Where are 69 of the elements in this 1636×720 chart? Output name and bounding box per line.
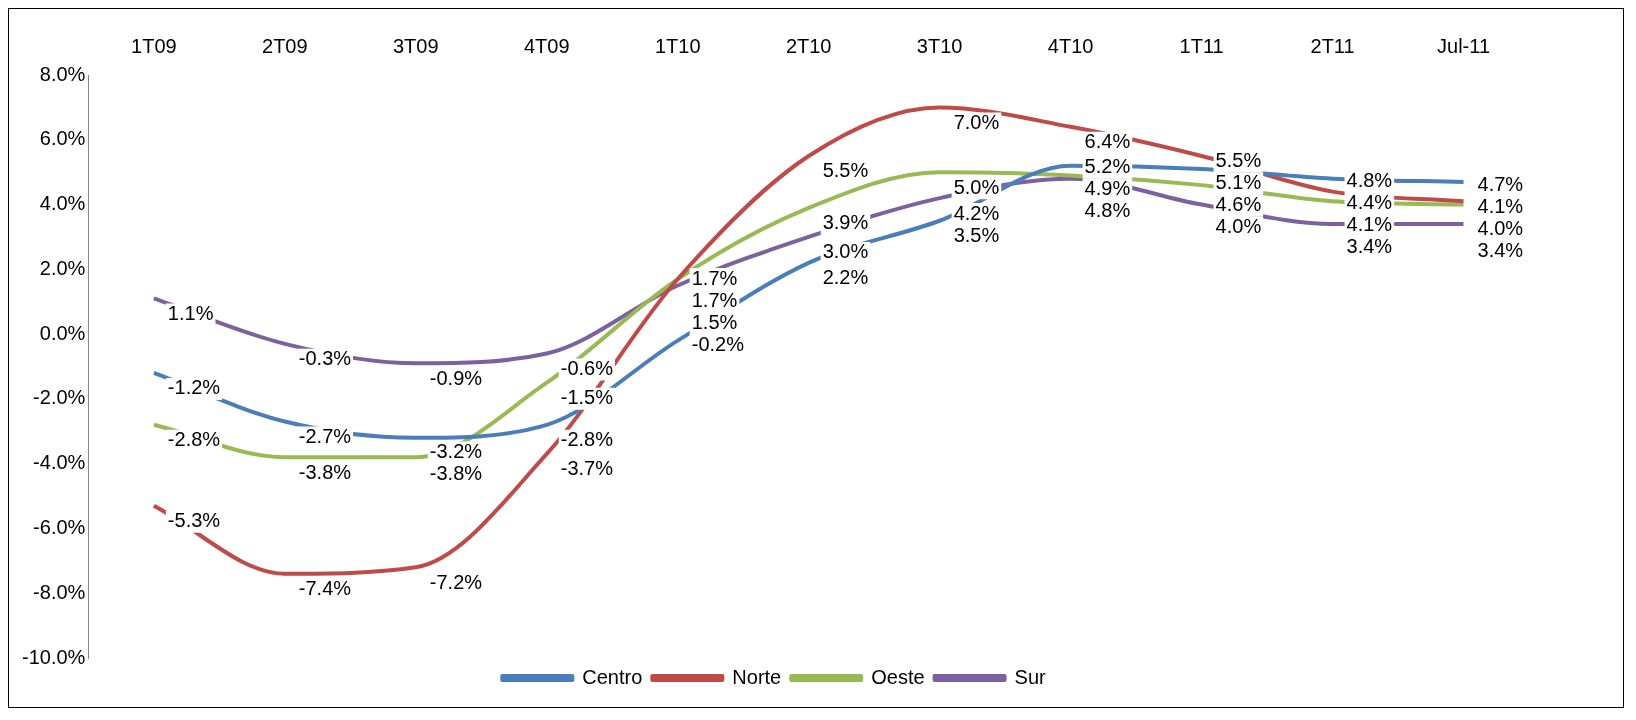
data-label: 4.1%: [1346, 213, 1393, 236]
data-label: -5.3%: [167, 509, 221, 532]
x-tick-label: 2T11: [1310, 34, 1355, 57]
data-label: 5.5%: [822, 159, 869, 182]
data-label: 6.4%: [1084, 130, 1131, 153]
data-label: -3.8%: [429, 461, 483, 484]
y-tick-label: 4.0%: [39, 192, 86, 215]
y-tick-label: -8.0%: [33, 580, 86, 603]
y-tick-label: -10.0%: [21, 645, 86, 668]
x-tick-label: 1T09: [131, 34, 177, 57]
data-label: 4.0%: [1477, 217, 1524, 240]
data-label: 4.4%: [1346, 191, 1393, 214]
data-label: 4.9%: [1084, 176, 1131, 199]
data-label: -0.6%: [560, 357, 614, 380]
x-tick-label: 3T09: [392, 34, 439, 57]
x-tick-label: 4T10: [1047, 34, 1094, 57]
y-tick-label: 0.0%: [39, 321, 86, 344]
legend-label: Norte: [732, 665, 782, 688]
data-label: -1.5%: [560, 386, 614, 409]
y-tick-label: 6.0%: [39, 127, 86, 150]
data-label: 4.0%: [1215, 215, 1262, 238]
data-label: -1.2%: [167, 376, 221, 399]
data-label: 3.9%: [822, 211, 869, 234]
data-label: -2.8%: [167, 428, 221, 451]
data-label: 1.5%: [691, 310, 738, 333]
data-label: 1.1%: [167, 302, 214, 324]
data-label: 1.7%: [691, 266, 738, 289]
data-label: 4.8%: [1346, 169, 1393, 192]
data-label: 4.7%: [1477, 173, 1524, 196]
data-label: 3.5%: [953, 224, 1000, 247]
data-label: 5.2%: [1084, 154, 1131, 177]
data-label: 5.1%: [1215, 171, 1262, 194]
y-tick-label: -4.0%: [33, 451, 86, 474]
x-tick-label: 1T10: [654, 34, 701, 57]
data-label: -7.4%: [298, 577, 352, 600]
y-tick-label: 2.0%: [39, 256, 86, 279]
data-label: 4.1%: [1477, 195, 1524, 218]
x-tick-label: Jul-11: [1437, 34, 1491, 57]
data-label: 4.6%: [1215, 193, 1262, 216]
x-tick-label: 1T11: [1179, 34, 1224, 57]
legend-label: Sur: [1014, 665, 1047, 688]
data-label: 7.0%: [953, 110, 1000, 133]
data-label: -0.2%: [691, 332, 745, 355]
data-label: 3.4%: [1477, 239, 1524, 262]
data-label: -3.7%: [560, 457, 614, 480]
data-label: 5.0%: [953, 175, 1000, 198]
data-label: 3.0%: [822, 240, 869, 263]
x-tick-label: 3T10: [916, 34, 963, 57]
data-label: 4.8%: [1084, 198, 1131, 221]
y-tick-label: -6.0%: [33, 515, 86, 538]
y-tick-label: 8.0%: [39, 62, 86, 85]
data-label: -3.8%: [298, 460, 352, 483]
data-label: 2.2%: [822, 266, 869, 289]
y-tick-label: -2.0%: [33, 386, 86, 409]
data-label: 4.2%: [953, 201, 1000, 224]
legend-label: Oeste: [871, 665, 925, 688]
data-label: -0.9%: [429, 366, 483, 389]
x-tick-label: 4T09: [523, 34, 570, 57]
data-label: 1.7%: [691, 288, 738, 311]
legend-label: Centro: [582, 665, 643, 688]
data-label: -7.2%: [429, 570, 483, 593]
data-label: -2.8%: [560, 428, 614, 451]
data-label: 5.5%: [1215, 149, 1262, 172]
x-tick-label: 2T10: [785, 34, 832, 57]
data-label: 3.4%: [1346, 235, 1393, 258]
data-label: -3.2%: [429, 439, 483, 462]
x-tick-label: 2T09: [262, 34, 308, 57]
data-label: -2.7%: [298, 425, 352, 448]
data-label: -0.3%: [298, 347, 352, 370]
